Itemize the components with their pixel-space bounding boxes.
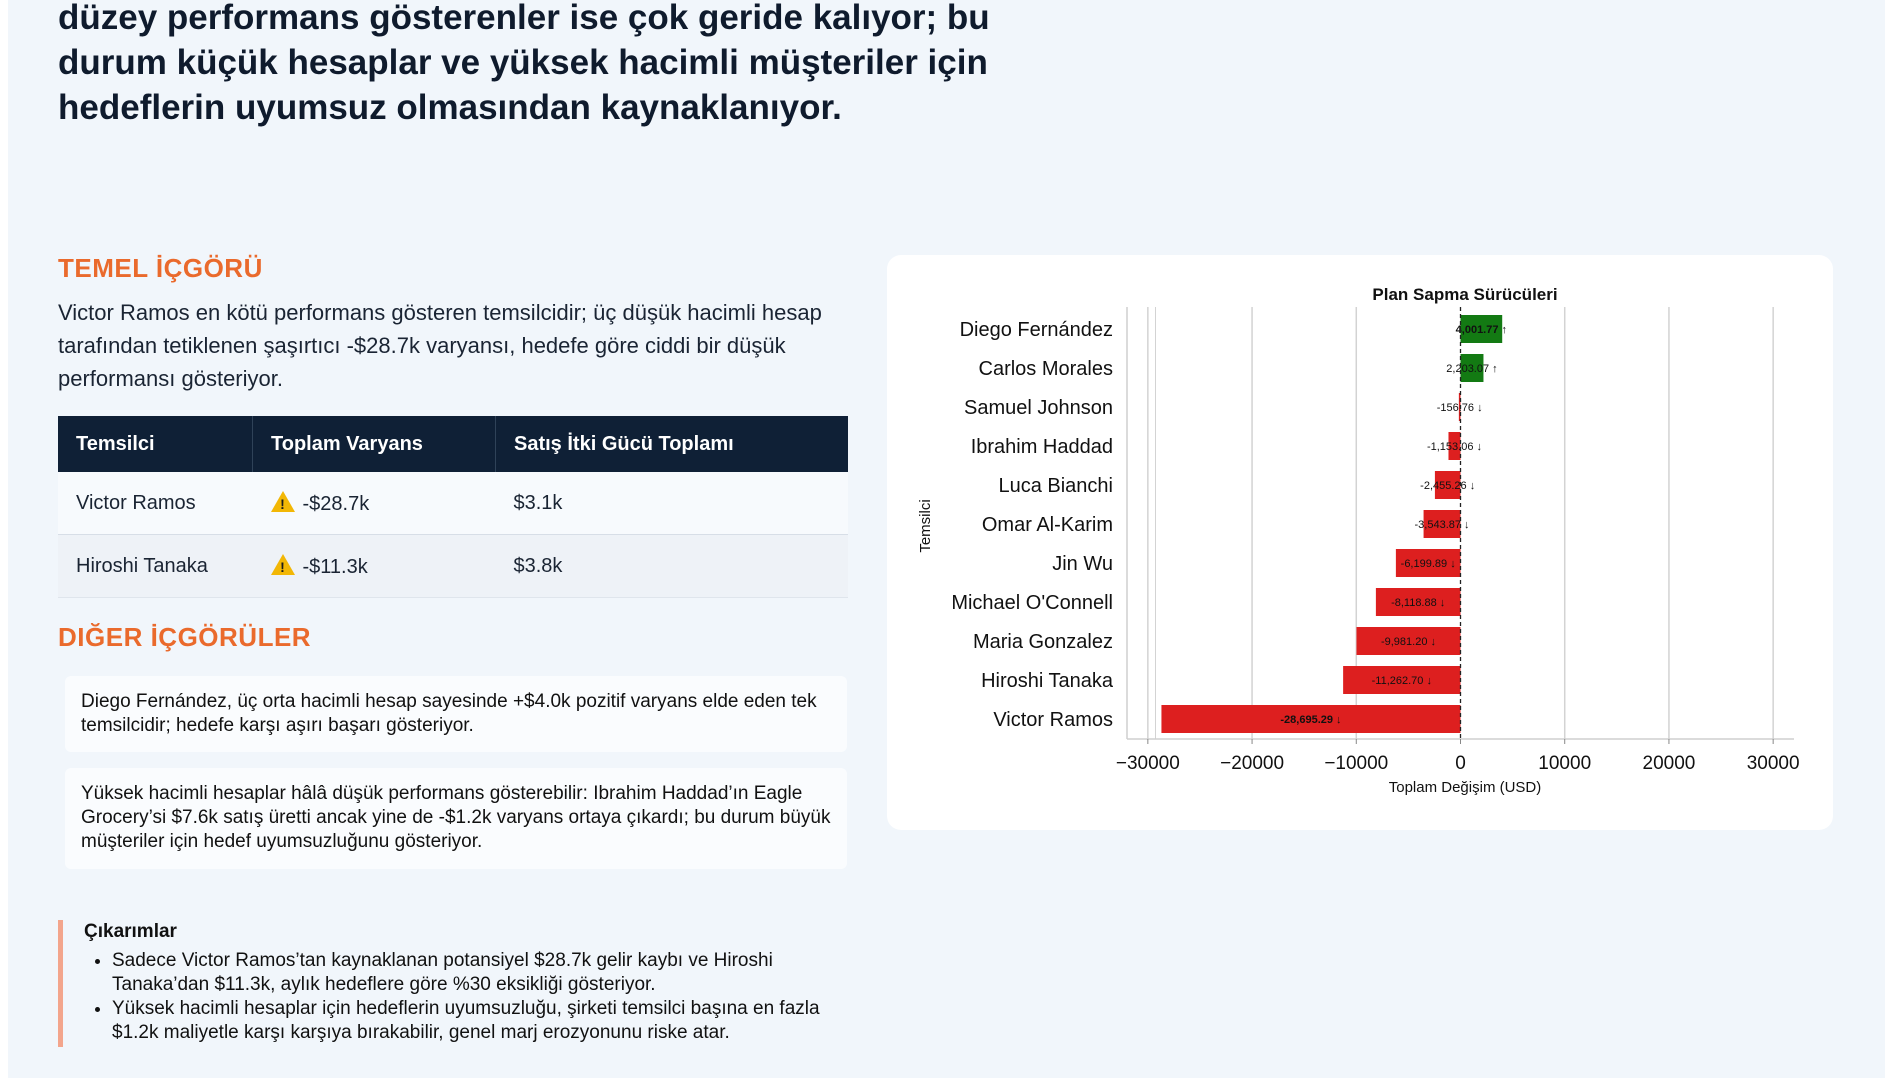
headline: Üst düzey performans gösterenler hedefle… xyxy=(58,0,990,127)
category-label: Victor Ramos xyxy=(993,709,1113,731)
other-insights-title: DIĞER İÇGÖRÜLER xyxy=(58,622,312,652)
table-row: Hiroshi Tanaka ! -$11.3k $3.8k xyxy=(58,534,848,598)
variance-cell: ! -$28.7k xyxy=(252,472,496,535)
x-tick-label: −10000 xyxy=(1324,753,1388,774)
category-label: Ibrahim Haddad xyxy=(971,436,1113,458)
bar xyxy=(1434,471,1461,499)
insight-card: Diego Fernández, üç orta hacimli hesap s… xyxy=(65,676,847,752)
rep-name-cell: Hiroshi Tanaka xyxy=(58,534,253,598)
rep-variance-table: Temsilci Toplam Varyans Satış İtki Gücü … xyxy=(58,416,848,598)
column-header-variance: Toplam Varyans xyxy=(252,416,496,472)
x-tick-label: −20000 xyxy=(1220,753,1284,774)
bar xyxy=(1460,315,1503,343)
category-label: Michael O'Connell xyxy=(951,592,1113,614)
insight-card: Yüksek hacimli hesaplar hâlâ düşük perfo… xyxy=(65,768,847,869)
data-label: 4,001.77 ↑ xyxy=(1456,324,1507,336)
warning-icon: ! xyxy=(270,553,295,576)
drive-cell: $3.1k xyxy=(495,472,848,535)
data-label: -3,543.87 ↓ xyxy=(1415,519,1470,531)
variance-value: -$28.7k xyxy=(302,492,370,515)
bar xyxy=(1395,549,1461,577)
list-item: Yüksek hacimli hesaplar için hedeflerin … xyxy=(112,997,858,1045)
x-tick-label: 0 xyxy=(1455,753,1466,774)
column-header-drive: Satış İtki Gücü Toplamı xyxy=(495,416,848,472)
warning-icon: ! xyxy=(270,490,295,513)
bar xyxy=(1460,354,1484,382)
bar xyxy=(1356,627,1461,655)
bar xyxy=(1375,588,1461,616)
category-label: Maria Gonzalez xyxy=(973,631,1113,653)
data-label: -28,695.29 ↓ xyxy=(1280,714,1341,726)
y-axis-label: Temsilci xyxy=(917,499,934,552)
category-label: Samuel Johnson xyxy=(964,397,1113,419)
report-page: Üst düzey performans gösterenler hedefle… xyxy=(8,0,1885,1078)
x-tick-label: −30000 xyxy=(1116,753,1180,774)
drive-cell: $3.8k xyxy=(495,534,848,598)
variance-cell: ! -$11.3k xyxy=(252,534,496,598)
category-label: Hiroshi Tanaka xyxy=(981,670,1114,692)
x-tick-label: 10000 xyxy=(1538,753,1591,774)
data-label: -2,455.26 ↓ xyxy=(1420,480,1475,492)
implications-box: Çıkarımlar Sadece Victor Ramos’tan kayna… xyxy=(58,920,858,1047)
category-label: Carlos Morales xyxy=(979,358,1113,380)
x-tick-label: 30000 xyxy=(1747,753,1800,774)
key-insight-title: TEMEL İÇGÖRÜ xyxy=(58,253,263,283)
bar xyxy=(1161,705,1461,733)
chart-title: Plan Sapma Sürücüleri xyxy=(1372,285,1557,304)
bar xyxy=(1343,666,1461,694)
data-label: 2,203.07 ↑ xyxy=(1446,363,1497,375)
bar xyxy=(1423,510,1461,538)
data-label: -1,153.06 ↓ xyxy=(1427,441,1482,453)
list-item: Sadece Victor Ramos’tan kaynaklanan pota… xyxy=(112,949,858,997)
x-tick-label: 20000 xyxy=(1643,753,1696,774)
data-label: -8,118.88 ↓ xyxy=(1391,597,1445,609)
rep-name-cell: Victor Ramos xyxy=(58,472,253,535)
column-header-rep: Temsilci xyxy=(58,416,253,472)
variance-chart-card: Plan Sapma Sürücüleri Toplam Değişim (US… xyxy=(887,255,1833,830)
data-label: -6,199.89 ↓ xyxy=(1401,558,1456,570)
category-label: Omar Al-Karim xyxy=(982,514,1113,536)
data-label: -9,981.20 ↓ xyxy=(1381,636,1436,648)
variance-chart: Plan Sapma Sürücüleri Toplam Değişim (US… xyxy=(917,285,1800,796)
bar xyxy=(1458,393,1461,421)
data-label: -156.76 ↓ xyxy=(1437,402,1483,414)
category-label: Diego Fernández xyxy=(960,319,1113,341)
category-label: Luca Bianchi xyxy=(998,475,1113,497)
implications-list: Sadece Victor Ramos’tan kaynaklanan pota… xyxy=(84,949,858,1045)
category-label: Jin Wu xyxy=(1052,553,1113,575)
bar xyxy=(1448,432,1461,460)
variance-value: -$11.3k xyxy=(302,555,368,578)
implications-title: Çıkarımlar xyxy=(84,921,177,942)
table-header-row: Temsilci Toplam Varyans Satış İtki Gücü … xyxy=(58,416,848,472)
x-axis-label: Toplam Değişim (USD) xyxy=(1389,779,1542,796)
key-insight-text: Victor Ramos en kötü performans gösteren… xyxy=(58,300,822,391)
table-row: Victor Ramos ! -$28.7k $3.1k xyxy=(58,472,848,535)
data-label: -11,262.70 ↓ xyxy=(1372,675,1432,687)
